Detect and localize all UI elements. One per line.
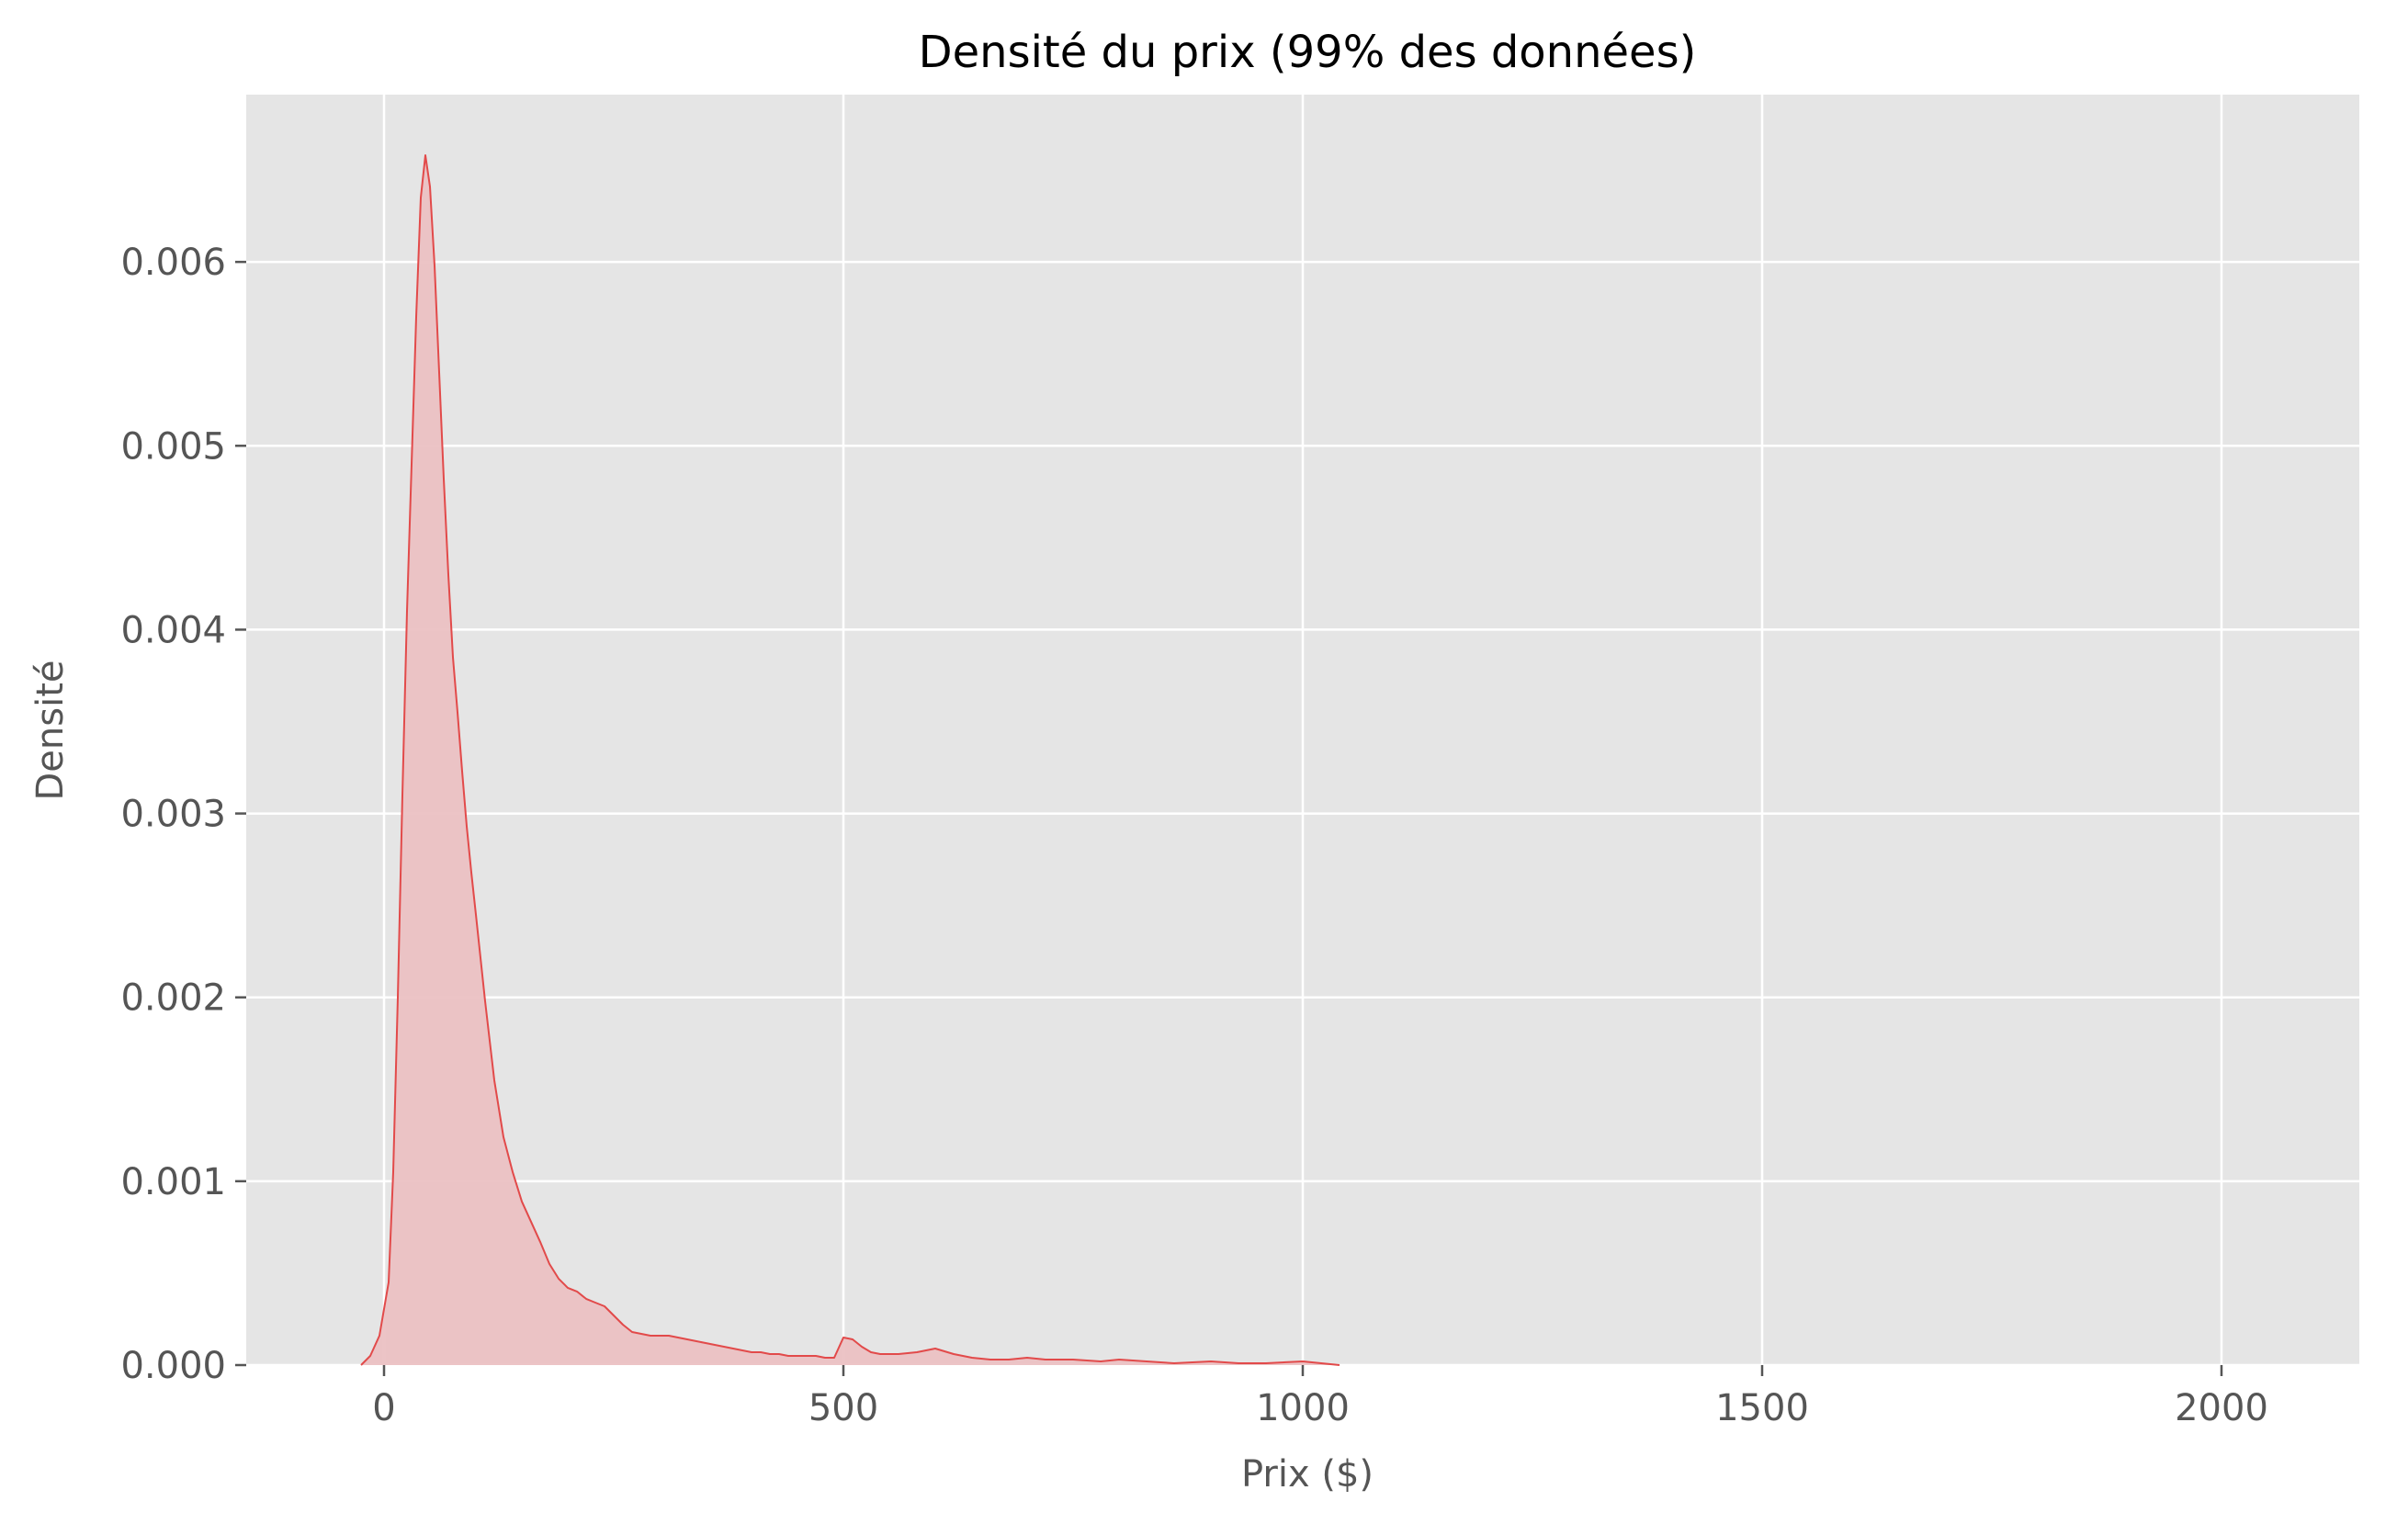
x-tick-label: 1000 bbox=[1256, 1387, 1350, 1429]
y-tick-label: 0.003 bbox=[120, 794, 226, 836]
y-tick-label: 0.006 bbox=[120, 242, 226, 284]
x-tick-label: 1500 bbox=[1715, 1387, 1809, 1429]
x-tick-label: 2000 bbox=[2175, 1387, 2268, 1429]
x-axis-label: Prix ($) bbox=[1241, 1453, 1374, 1496]
y-tick-label: 0.001 bbox=[120, 1161, 226, 1203]
chart-title: Densité du prix (99% des données) bbox=[919, 27, 1697, 78]
grid-lines bbox=[246, 95, 2359, 1367]
x-axis-ticks: 0 500 1000 1500 2000 bbox=[372, 1365, 2268, 1429]
y-axis-label: Densité bbox=[29, 660, 72, 800]
x-tick-label: 0 bbox=[372, 1387, 395, 1429]
x-tick-label: 500 bbox=[808, 1387, 878, 1429]
density-fill-area bbox=[361, 155, 1340, 1365]
y-axis-ticks: 0.000 0.001 0.002 0.003 0.004 0.005 0.006 bbox=[120, 242, 246, 1387]
y-tick-label: 0.004 bbox=[120, 609, 226, 651]
density-curve bbox=[360, 154, 1340, 1366]
y-tick-label: 0.005 bbox=[120, 425, 226, 468]
y-tick-label: 0.002 bbox=[120, 977, 226, 1020]
y-tick-label: 0.000 bbox=[120, 1345, 226, 1387]
